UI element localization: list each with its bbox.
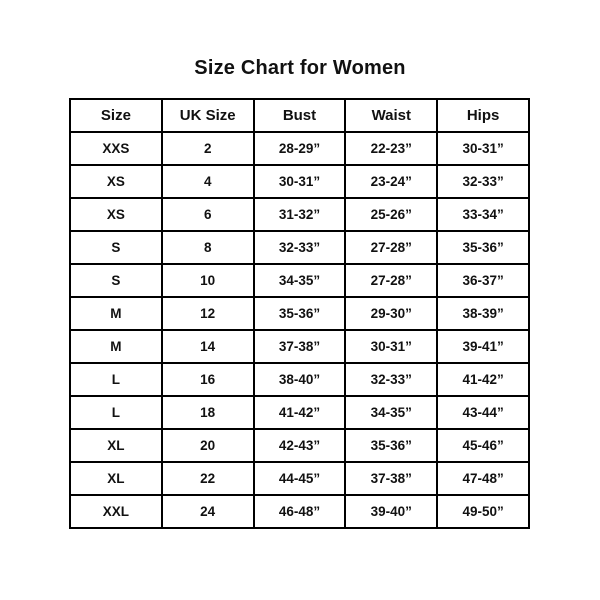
cell-waist: 22-23” xyxy=(344,131,439,166)
cell-bust: 38-40” xyxy=(252,362,347,397)
cell-waist: 39-40” xyxy=(344,494,439,529)
cell-bust: 34-35” xyxy=(252,263,347,298)
table-row: L 18 41-42” 34-35” 43-44” xyxy=(69,395,530,430)
cell-uk-size: 8 xyxy=(160,230,255,265)
table-row: L 16 38-40” 32-33” 41-42” xyxy=(69,362,530,397)
table-row: M 14 37-38” 30-31” 39-41” xyxy=(69,329,530,364)
cell-size: XL xyxy=(69,428,163,463)
cell-uk-size: 24 xyxy=(160,494,255,529)
cell-hips: 43-44” xyxy=(436,395,530,430)
table-row: XL 22 44-45” 37-38” 47-48” xyxy=(69,461,530,496)
cell-waist: 32-33” xyxy=(344,362,439,397)
cell-waist: 37-38” xyxy=(344,461,439,496)
table-row: XS 6 31-32” 25-26” 33-34” xyxy=(69,197,530,232)
cell-waist: 35-36” xyxy=(344,428,439,463)
cell-hips: 45-46” xyxy=(436,428,530,463)
cell-size: XS xyxy=(69,197,163,232)
cell-bust: 46-48” xyxy=(252,494,347,529)
cell-waist: 25-26” xyxy=(344,197,439,232)
cell-hips: 47-48” xyxy=(436,461,530,496)
page-title: Size Chart for Women xyxy=(194,57,406,79)
cell-uk-size: 2 xyxy=(160,131,255,166)
table-row: XXS 2 28-29” 22-23” 30-31” xyxy=(69,131,530,166)
cell-bust: 42-43” xyxy=(252,428,347,463)
cell-waist: 23-24” xyxy=(344,164,439,199)
table-row: S 10 34-35” 27-28” 36-37” xyxy=(69,263,530,298)
cell-hips: 32-33” xyxy=(436,164,530,199)
cell-uk-size: 22 xyxy=(160,461,255,496)
cell-waist: 29-30” xyxy=(344,296,439,331)
cell-waist: 27-28” xyxy=(344,230,439,265)
cell-size: XS xyxy=(69,164,163,199)
cell-bust: 28-29” xyxy=(252,131,347,166)
table-row: XS 4 30-31” 23-24” 32-33” xyxy=(69,164,530,199)
cell-size: XXS xyxy=(69,131,163,166)
cell-uk-size: 20 xyxy=(160,428,255,463)
column-header-waist: Waist xyxy=(344,98,439,133)
cell-uk-size: 16 xyxy=(160,362,255,397)
column-header-uk-size: UK Size xyxy=(160,98,255,133)
cell-size: XXL xyxy=(69,494,163,529)
cell-uk-size: 12 xyxy=(160,296,255,331)
cell-hips: 30-31” xyxy=(436,131,530,166)
table-row: XL 20 42-43” 35-36” 45-46” xyxy=(69,428,530,463)
cell-waist: 30-31” xyxy=(344,329,439,364)
cell-size: M xyxy=(69,296,163,331)
cell-hips: 41-42” xyxy=(436,362,530,397)
cell-size: L xyxy=(69,362,163,397)
column-header-size: Size xyxy=(69,98,163,133)
cell-size: L xyxy=(69,395,163,430)
cell-bust: 32-33” xyxy=(252,230,347,265)
cell-hips: 33-34” xyxy=(436,197,530,232)
cell-hips: 38-39” xyxy=(436,296,530,331)
table-header-row: Size UK Size Bust Waist Hips xyxy=(69,98,530,133)
cell-waist: 27-28” xyxy=(344,263,439,298)
cell-uk-size: 6 xyxy=(160,197,255,232)
cell-hips: 35-36” xyxy=(436,230,530,265)
cell-uk-size: 10 xyxy=(160,263,255,298)
cell-uk-size: 4 xyxy=(160,164,255,199)
cell-hips: 36-37” xyxy=(436,263,530,298)
cell-bust: 37-38” xyxy=(252,329,347,364)
cell-bust: 44-45” xyxy=(252,461,347,496)
cell-size: S xyxy=(69,230,163,265)
cell-bust: 30-31” xyxy=(252,164,347,199)
cell-size: XL xyxy=(69,461,163,496)
cell-bust: 31-32” xyxy=(252,197,347,232)
cell-bust: 41-42” xyxy=(252,395,347,430)
table-row: M 12 35-36” 29-30” 38-39” xyxy=(69,296,530,331)
cell-size: S xyxy=(69,263,163,298)
cell-hips: 39-41” xyxy=(436,329,530,364)
table-row: S 8 32-33” 27-28” 35-36” xyxy=(69,230,530,265)
column-header-bust: Bust xyxy=(252,98,347,133)
cell-size: M xyxy=(69,329,163,364)
cell-hips: 49-50” xyxy=(436,494,530,529)
column-header-hips: Hips xyxy=(436,98,530,133)
table-row: XXL 24 46-48” 39-40” 49-50” xyxy=(69,494,530,529)
cell-waist: 34-35” xyxy=(344,395,439,430)
cell-bust: 35-36” xyxy=(252,296,347,331)
size-chart-table: Size UK Size Bust Waist Hips XXS 2 28-29… xyxy=(69,98,530,529)
cell-uk-size: 18 xyxy=(160,395,255,430)
cell-uk-size: 14 xyxy=(160,329,255,364)
